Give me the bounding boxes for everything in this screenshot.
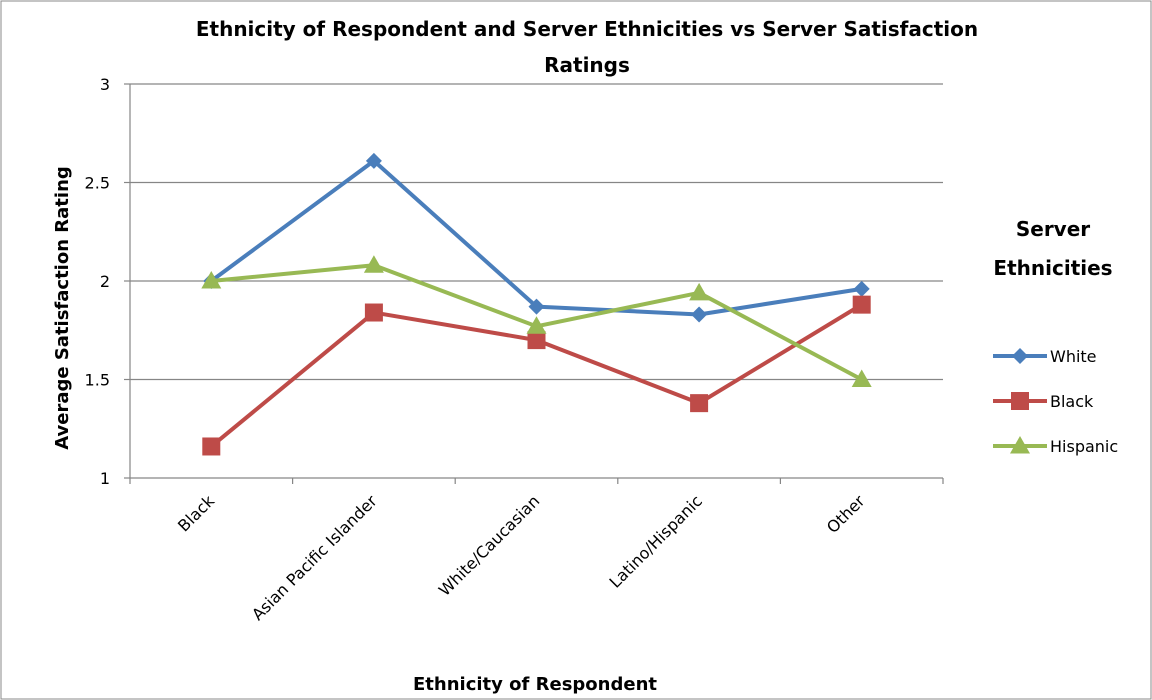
data-point-white (853, 280, 870, 297)
legend-label-hispanic: Hispanic (1050, 437, 1118, 456)
chart-title-line-1: Ethnicity of Respondent and Server Ethni… (196, 17, 978, 41)
y-tick-label: 1 (100, 469, 110, 488)
legend-title-line-2: Ethnicities (993, 256, 1112, 280)
data-point-black (690, 394, 709, 413)
data-point-white (691, 306, 708, 323)
y-tick-label: 1.5 (85, 371, 110, 390)
legend-marker-hispanic (1010, 436, 1030, 454)
data-point-black (364, 303, 383, 322)
data-point-hispanic (526, 316, 547, 334)
y-tick-label: 2.5 (85, 174, 110, 193)
legend-item-hispanic: Hispanic (993, 436, 1118, 456)
series-black (202, 295, 871, 456)
data-point-hispanic (363, 255, 384, 273)
series-hispanic (201, 255, 872, 387)
legend-item-black: Black (993, 392, 1094, 411)
legend-label-white: White (1050, 347, 1097, 366)
data-point-hispanic (689, 282, 710, 301)
legend-item-white: White (993, 347, 1097, 366)
series-lines (201, 152, 872, 456)
legend-marker-white (1012, 348, 1028, 364)
data-point-hispanic (851, 369, 872, 387)
x-axis-title: Ethnicity of Respondent (413, 674, 657, 695)
legend-marker-black (1011, 392, 1029, 410)
data-point-black (527, 331, 546, 350)
chart-title: Ethnicity of Respondent and Server Ethni… (196, 17, 978, 77)
legend-label-black: Black (1050, 392, 1094, 411)
chart-title-line-2: Ratings (544, 53, 630, 77)
y-tick-label: 3 (100, 75, 110, 94)
gridlines (124, 83, 943, 479)
axes (129, 84, 944, 484)
y-tick-labels: 1 1.5 2 2.5 3 (85, 75, 110, 488)
data-point-black (202, 437, 221, 456)
y-axis-title: Average Satisfaction Rating (52, 166, 73, 450)
data-point-white (365, 152, 382, 169)
legend-title-line-1: Server (1016, 217, 1090, 241)
data-point-hispanic (201, 271, 222, 289)
legend: Server Ethnicities White Black Hispanic (993, 217, 1118, 456)
y-tick-label: 2 (100, 272, 110, 291)
data-point-white (528, 298, 545, 315)
data-point-black (852, 295, 871, 314)
